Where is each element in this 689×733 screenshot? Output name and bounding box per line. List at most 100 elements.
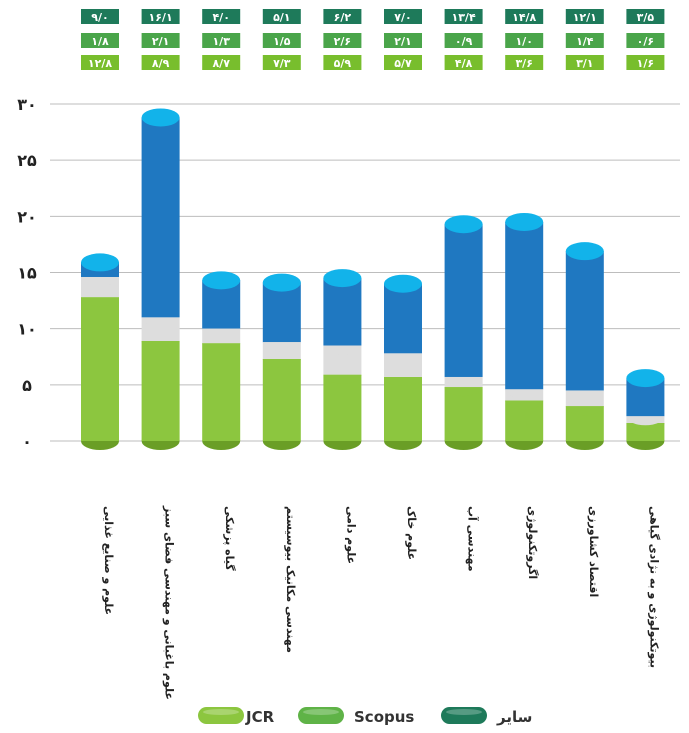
y-tick-label: ۲۵: [17, 151, 37, 170]
table-cell: ۱۶/۱: [141, 9, 180, 24]
table-cell-bg: [262, 9, 301, 24]
segment-edge: [444, 387, 483, 397]
x-tick-label: اقتصاد کشاورزی: [587, 506, 600, 597]
table-cell: ۱/۳: [202, 33, 241, 48]
table-cell: ۵/۷: [384, 55, 422, 70]
table-cell-value: ۱/۳: [212, 35, 230, 48]
table-cell-value: ۷/۳: [273, 57, 291, 70]
table-cell-value: ۱۳/۴: [452, 11, 476, 24]
table-cell-value: ۰/۶: [637, 35, 654, 48]
table-cell-bg: [384, 55, 422, 70]
table-cell-bg: [444, 33, 483, 48]
table-cell-bg: [505, 33, 544, 48]
table-cell: ۱۲/۱: [565, 9, 604, 24]
table-cell-bg: [626, 9, 665, 24]
table-cell-bg: [262, 55, 301, 70]
x-tick-label: مهندسی مکانیک بیوسیستم: [284, 506, 297, 653]
y-tick-label: ۱۵: [17, 264, 37, 283]
bar-top-cap: [262, 273, 301, 292]
table-cell-value: ۵/۹: [334, 57, 352, 70]
legend-item: سایر: [441, 707, 532, 726]
table-cell-bg: [444, 55, 483, 70]
bar-segment-other: [141, 117, 180, 318]
bar-segment-other: [384, 283, 422, 354]
x-tick-label: علوم و صنایع غذایی: [102, 506, 115, 615]
table-cell-bg: [141, 33, 180, 48]
bar-segment-other: [505, 221, 544, 390]
bar-segment-other: [444, 224, 483, 377]
legend-swatch: [198, 707, 244, 724]
bar-top-cap: [384, 274, 422, 293]
table-cell-bg: [384, 33, 422, 48]
bar-top-cap: [444, 215, 483, 234]
table-cell-bg: [626, 55, 665, 70]
table-cell: ۰/۶: [626, 33, 665, 48]
segment-edge: [202, 343, 241, 353]
table-cell-bg: [565, 55, 604, 70]
segment-edge: [384, 376, 422, 386]
table-cell-value: ۶/۲: [334, 11, 352, 24]
bar-segment-jcr: [384, 376, 422, 441]
table-cell: ۱/۵: [262, 33, 301, 48]
segment-edge: [262, 358, 301, 368]
segment-edge: [141, 317, 180, 327]
table-cell-value: ۱۲/۸: [88, 57, 112, 70]
legend-item: JCR: [198, 707, 275, 726]
table-cell-bg: [384, 9, 422, 24]
x-tick-label: مهندسی آب: [466, 506, 480, 572]
bar-group: گیاه پزشکی: [202, 271, 241, 571]
bar-group: مهندسی آب: [444, 215, 483, 572]
segment-edge: [202, 328, 241, 338]
segment-edge: [323, 374, 362, 384]
x-tick-label: علوم باغبانی و مهندسی فضای سبز: [163, 505, 176, 700]
table-cell-bg: [565, 9, 604, 24]
table-cell-bg: [262, 33, 301, 48]
segment-edge: [384, 353, 422, 363]
segment-edge: [626, 423, 665, 433]
bar-group: علوم و صنایع غذایی: [81, 253, 119, 615]
table-cell-value: ۲/۱: [394, 35, 411, 48]
bar-segment-other: [262, 282, 301, 343]
bars: علوم و صنایع غذایی علوم باغبانی و مهندسی …: [81, 108, 665, 700]
table-cell-value: ۳/۵: [637, 11, 655, 24]
table-cell-value: ۴/۰: [212, 11, 229, 24]
table-cell-bg: [444, 9, 483, 24]
table-cell: ۴/۸: [444, 55, 483, 70]
bar-group: اگروتکنولوژی: [505, 212, 544, 579]
y-tick-label: ۰: [22, 432, 32, 451]
segment-edge: [444, 376, 483, 386]
bar-group: بیوتکنولوژی و به نژادی گیاهی: [626, 369, 665, 668]
segment-edge: [141, 341, 180, 351]
x-tick-label: گیاه پزشکی: [223, 506, 236, 571]
legend-label: Scopus: [354, 708, 414, 726]
table-cell-value: ۰/۹: [455, 35, 473, 48]
bar-group: علوم خاک: [384, 274, 422, 560]
table-cell-bg: [323, 55, 362, 70]
table-cell-bg: [626, 33, 665, 48]
table-cell-value: ۱۲/۱: [573, 11, 597, 24]
x-tick-label: علوم خاک: [405, 506, 418, 560]
bar-group: اقتصاد کشاورزی: [565, 242, 604, 597]
bar-top-cap: [81, 253, 119, 272]
table-cell: ۱۳/۴: [444, 9, 483, 24]
table-cell: ۲/۶: [323, 33, 362, 48]
table-cell-value: ۳/۶: [515, 57, 532, 70]
legend-swatch: [298, 707, 344, 724]
table-cell: ۱/۰: [505, 33, 544, 48]
y-tick-label: ۵: [22, 376, 32, 395]
table-cell-bg: [81, 55, 119, 70]
table-cell-value: ۲/۶: [334, 35, 351, 48]
bar-segment-other: [565, 251, 604, 391]
table-cell: ۸/۷: [202, 55, 241, 70]
table-cell-value: ۹/۰: [91, 11, 108, 24]
table-cell-value: ۱۴/۸: [512, 11, 536, 24]
y-tick-label: ۳۰: [17, 95, 37, 114]
legend: JCR Scopus سایر: [198, 707, 532, 726]
bar-top-cap: [505, 212, 544, 231]
table-cell-bg: [141, 55, 180, 70]
x-tick-label: علوم دامی: [344, 506, 357, 564]
table-cell: ۳/۵: [626, 9, 665, 24]
legend-swatch-highlight: [203, 709, 239, 715]
table-cell: ۱/۴: [565, 33, 604, 48]
